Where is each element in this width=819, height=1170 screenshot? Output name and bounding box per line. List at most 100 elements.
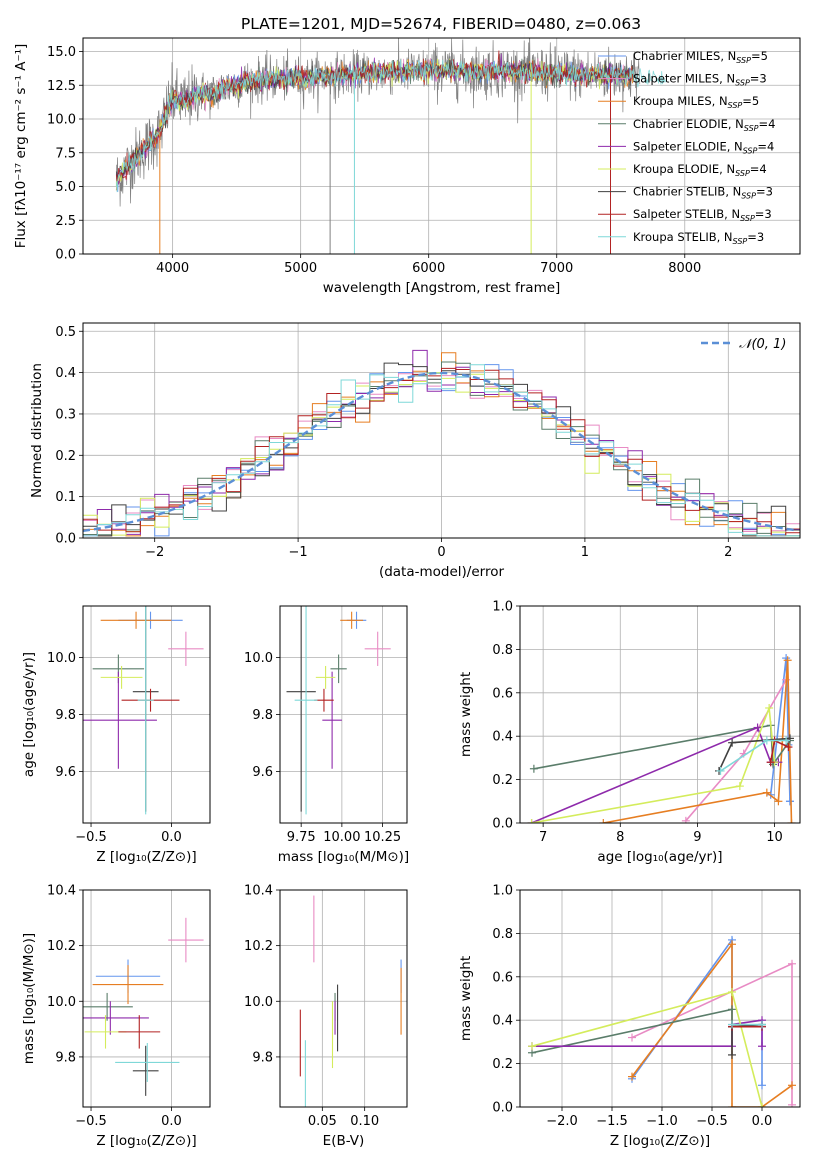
massweight-vs-Z-marker — [758, 1103, 766, 1107]
mass-vs-Z-errorbar — [118, 1015, 161, 1049]
age-vs-mass-errorbar — [340, 611, 364, 629]
spectrum-legend-item: Kroupa ELODIE, NSSP=4 — [598, 162, 767, 178]
massweight-vs-age-marker — [735, 782, 744, 791]
spectrum-legend-item: Chabrier ELODIE, NSSP=4 — [598, 117, 775, 133]
massweight-vs-age-xtick-label: 10 — [766, 830, 783, 845]
age-vs-mass-errorbar — [322, 671, 342, 769]
massweight-vs-Z-marker — [628, 1033, 636, 1042]
mass-vs-ebv-xtick-label: 0.05 — [308, 1114, 337, 1129]
age-vs-mass-xtick-label: 9.75 — [287, 830, 316, 845]
massweight-vs-Z-xtick-label: −0.5 — [696, 1114, 728, 1129]
age-vs-Z-ylabel: age [log₁₀(age/yr)] — [21, 652, 37, 777]
massweight-vs-age-marker — [599, 819, 608, 823]
mass-vs-Z-errorbar — [83, 992, 133, 1021]
age-vs-mass-errorbar — [364, 631, 391, 666]
residuals-ytick-label: 0.5 — [55, 325, 76, 340]
mass-vs-Z-errorbar — [168, 917, 204, 963]
massweight-vs-age-marker — [728, 738, 737, 747]
age-vs-Z-errorbar — [137, 606, 154, 815]
massweight-vs-age-series-line — [533, 724, 791, 770]
residuals-legend: 𝒩(0, 1) — [701, 337, 786, 352]
spectrum-legend-label: Chabrier ELODIE, NSSP=4 — [633, 117, 775, 133]
massweight-vs-age-marker — [766, 758, 775, 767]
massweight-vs-Z-xtick-label: −1.5 — [596, 1114, 628, 1129]
mass-vs-ebv-ytick-label: 10.2 — [244, 939, 273, 954]
residuals-xtick-label: 0 — [437, 545, 445, 560]
age-vs-Z-errorbar — [100, 611, 172, 629]
massweight-vs-age-xlabel: age [log₁₀(age/yr)] — [597, 849, 722, 865]
spectrum-xtick-label: 5000 — [284, 261, 317, 276]
massweight-vs-Z-ytick-label: 0.2 — [492, 1057, 513, 1072]
massweight-vs-Z-marker — [758, 1020, 766, 1029]
massweight-vs-Z-xtick-label: 0.0 — [752, 1114, 773, 1129]
mass-vs-Z-axes-frame — [82, 889, 211, 1108]
massweight-vs-age-ytick-label: 0.0 — [492, 817, 513, 832]
spectrum-legend-label: Chabrier MILES, NSSP=5 — [633, 49, 768, 65]
massweight-vs-Z-marker — [528, 1042, 536, 1051]
figure-title: PLATE=1201, MJD=52674, FIBERID=0480, z=0… — [241, 15, 641, 33]
spectrum-legend-item: Kroupa STELIB, NSSP=3 — [598, 230, 764, 246]
mass-vs-Z-errorbar — [132, 1045, 159, 1096]
age-vs-mass-errorbar — [286, 606, 316, 812]
massweight-vs-age-frame: 7 8 9 10 0.0 0.2 0.4 0.6 0.8 1.0 age [log₁₀(age/yr… — [458, 600, 801, 865]
massweight-vs-age-ytick-label: 0.6 — [492, 686, 513, 701]
spectrum-ytick-label: 15.0 — [47, 45, 76, 60]
residuals-xtick-label: 2 — [724, 545, 732, 560]
spectrum-legend-label: Kroupa ELODIE, NSSP=4 — [633, 162, 767, 178]
residuals-axes: −2 −1 0 1 2 0.0 0.1 0.2 0.3 0.4 0.5 (data-model)/er… — [29, 322, 801, 580]
spectrum-ytick-label: 5.0 — [55, 180, 76, 195]
spectrum-legend-label: Kroupa MILES, NSSP=5 — [633, 94, 759, 110]
spectrum-ytick-label: 10.0 — [47, 113, 76, 128]
residuals-legend-label: 𝒩(0, 1) — [739, 337, 786, 352]
massweight-vs-age-plot-area — [527, 654, 796, 823]
massweight-vs-Z-marker — [788, 1100, 796, 1107]
spectrum-legend-item: Kroupa MILES, NSSP=5 — [598, 94, 759, 110]
residual-histogram — [83, 364, 800, 537]
mass-vs-ebv-ytick-label: 10.4 — [244, 884, 273, 899]
residuals-ytick-label: 0.3 — [55, 407, 76, 422]
massweight-vs-Z-marker — [728, 1005, 736, 1014]
spectrum-ylabel: Flux [fλ10⁻¹⁷ erg cm⁻² s⁻¹ A⁻¹] — [13, 44, 29, 249]
mass-vs-Z-errorbar — [115, 1043, 180, 1082]
massweight-vs-Z-marker — [728, 1103, 736, 1107]
residuals-frame: −2 −1 0 1 2 0.0 0.1 0.2 0.3 0.4 0.5 (data-model)/er… — [29, 322, 801, 580]
age-vs-mass-xtick-label: 10.25 — [364, 830, 401, 845]
massweight-vs-Z-ytick-label: 1.0 — [492, 884, 513, 899]
massweight-vs-Z-ylabel: mass weight — [458, 956, 474, 1041]
massweight-vs-age-xtick-label: 7 — [539, 830, 547, 845]
age-vs-Z-axes: −0.5 0.0 9.6 9.8 10.0 Z [log₁₀(Z/Z⊙)] age [log… — [21, 605, 211, 865]
spectrum-xtick-label: 4000 — [156, 261, 189, 276]
mass-vs-Z-xtick-label: 0.0 — [161, 1114, 182, 1129]
massweight-vs-Z-ytick-label: 0.0 — [492, 1101, 513, 1116]
mass-vs-ebv-xtick-label: 0.10 — [350, 1114, 379, 1129]
massweight-vs-age-axes-frame — [519, 605, 801, 824]
age-vs-mass-axes: 9.75 10.00 10.25 9.6 9.8 10.0 mass [log₁₀(M/M⊙… — [244, 605, 409, 865]
massweight-vs-age-marker — [527, 819, 536, 823]
residuals-ytick-label: 0.2 — [55, 449, 76, 464]
age-vs-mass-ytick-label: 10.0 — [244, 651, 273, 666]
massweight-vs-age-marker — [681, 816, 690, 823]
residuals-xtick-label: −1 — [289, 545, 308, 560]
age-vs-mass-ytick-label: 9.6 — [252, 765, 273, 780]
mass-vs-ebv-ytick-label: 10.0 — [244, 995, 273, 1010]
age-vs-mass-errorbar — [294, 606, 318, 815]
massweight-vs-Z-frame: −2.0 −1.5 −1.0 −0.5 0.0 0.0 0.2 0.4 0.6 0.8 1.0 Z [… — [458, 884, 801, 1149]
spectrum-ytick-label: 12.5 — [47, 79, 76, 94]
age-vs-mass-errorbar — [330, 654, 347, 684]
age-vs-Z-errorbar — [100, 665, 143, 689]
spectrum-legend-label: Chabrier STELIB, NSSP=3 — [633, 185, 773, 201]
massweight-vs-age-ytick-label: 0.4 — [492, 730, 513, 745]
massweight-vs-Z-xtick-label: −1.0 — [646, 1114, 678, 1129]
massweight-vs-age-marker — [787, 819, 796, 823]
massweight-vs-Z-ytick-label: 0.4 — [492, 1014, 513, 1029]
age-vs-mass-xlabel: mass [log₁₀(M/M⊙)] — [278, 849, 409, 865]
spectrum-legend-item: Salpeter ELODIE, NSSP=4 — [598, 139, 774, 155]
mass-vs-Z-ytick-label: 9.8 — [55, 1050, 76, 1065]
spectrum-xtick-label: 8000 — [668, 261, 701, 276]
age-vs-Z-frame: −0.5 0.0 9.6 9.8 10.0 Z [log₁₀(Z/Z⊙)] age [log… — [21, 605, 211, 865]
massweight-vs-Z-marker — [728, 987, 736, 996]
spectrum-model-line — [115, 59, 666, 193]
spectrum-xtick-label: 7000 — [540, 261, 573, 276]
massweight-vs-Z-marker — [728, 1020, 736, 1029]
